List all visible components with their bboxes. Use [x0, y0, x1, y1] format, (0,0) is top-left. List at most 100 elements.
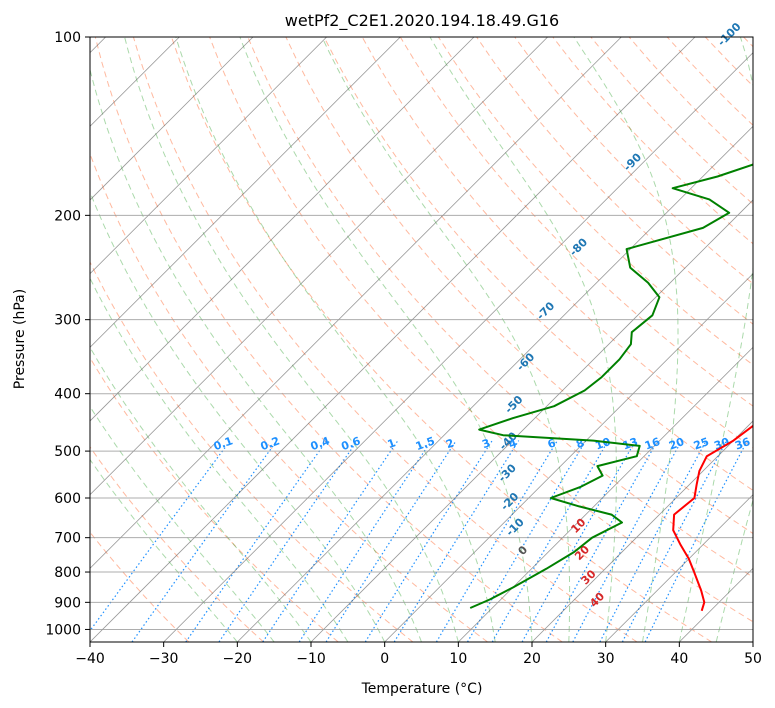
dewpoint-profile [469, 163, 753, 609]
mixing-ratio-label: 6 [546, 436, 558, 451]
temperature-profile [672, 424, 753, 612]
y-tick-label: 500 [54, 444, 81, 460]
dry-adiabat [476, 37, 753, 325]
x-tick-label: 50 [744, 651, 762, 667]
isotherm [163, 52, 753, 642]
y-tick-label: 300 [54, 313, 81, 329]
moist-adiabat [90, 405, 275, 642]
isotherm [90, 37, 401, 348]
mixing-ratio-line [262, 440, 399, 642]
x-axis-label: Temperature (°C) [361, 681, 483, 697]
mixing-ratio-line [572, 440, 683, 642]
mixing-ratio-label: 1.5 [414, 434, 437, 453]
isotherm [90, 37, 254, 201]
moist-adiabat [573, 37, 679, 642]
moist-adiabat [239, 37, 533, 642]
moist-adiabat [429, 37, 617, 642]
mixing-ratio-label: 0.6 [340, 434, 363, 453]
isotherm [384, 273, 753, 642]
y-tick-label: 400 [54, 387, 81, 403]
mixing-ratio-label: 30 [712, 435, 731, 453]
isotherm [605, 494, 753, 642]
profile-series [469, 163, 753, 612]
mixing-ratio-label: 16 [643, 435, 662, 453]
x-tick-label: 20 [523, 651, 541, 667]
x-tick-label: −10 [296, 651, 326, 667]
moist-adiabat [124, 37, 459, 642]
dry-adiabat [132, 37, 638, 642]
mixing-ratio-line [298, 440, 432, 642]
dry-adiabat [90, 356, 339, 642]
plot-frame [89, 36, 754, 643]
mixing-ratio-line [545, 440, 659, 642]
mixing-ratio-line [435, 440, 558, 642]
x-tick-label: 30 [597, 651, 615, 667]
dry-adiabat [90, 260, 414, 642]
y-tick-label: 100 [54, 30, 81, 46]
y-tick-label: 200 [54, 208, 81, 224]
background-lines [90, 37, 753, 642]
mixing-ratio-label: 2 [444, 436, 456, 451]
x-tick-label: −40 [75, 651, 105, 667]
mixing-ratio-label: 0.1 [212, 434, 235, 453]
mixing-ratio-label: 13 [621, 435, 640, 452]
y-tick-label: 600 [54, 491, 81, 507]
x-tick-label: −30 [149, 651, 179, 667]
mixing-ratio-line [644, 440, 748, 642]
dry-adiabat [285, 37, 753, 535]
mixing-ratio-label: 10 [593, 435, 612, 453]
mixing-ratio-label: 0.4 [309, 434, 332, 453]
moist-adiabat [715, 498, 753, 642]
x-tick-label: 10 [449, 651, 467, 667]
mixing-ratio-line [185, 440, 328, 642]
mixing-ratio-label: 8 [574, 436, 586, 451]
isotherm [531, 420, 753, 642]
mixing-ratio-line [90, 440, 231, 632]
mixing-ratio-line [131, 440, 278, 642]
mixing-ratio-label: 0.2 [259, 434, 282, 453]
mixing-ratio-label: 1 [386, 436, 398, 451]
mixing-ratio-label: 4 [507, 436, 519, 451]
chart-title: wetPf2_C2E1.2020.194.18.49.G16 [285, 11, 559, 31]
isotherm [90, 37, 475, 422]
x-tick-label: 40 [670, 651, 688, 667]
moist-adiabat [90, 67, 422, 642]
dry-adiabat [94, 37, 563, 642]
isotherm [90, 37, 327, 275]
axis-ticks: −40 −30 −20 −10 0 10 20 30 40 5010020030040050060… [45, 30, 762, 667]
mixing-ratio-line [325, 440, 457, 642]
dry-adiabat [209, 37, 753, 623]
y-tick-label: 1000 [45, 622, 81, 638]
dry-adiabat [90, 446, 264, 642]
dry-adiabat [323, 37, 753, 491]
isotherm [90, 37, 622, 569]
dry-adiabat [247, 37, 753, 578]
mixing-ratio-label: 25 [692, 435, 711, 452]
y-tick-label: 700 [54, 531, 81, 547]
moist-adiabat [321, 37, 571, 642]
moist-adiabat [90, 458, 238, 642]
y-axis-label: Pressure (hPa) [12, 289, 28, 389]
moist-adiabat [90, 277, 349, 642]
dry-adiabat [514, 37, 753, 285]
mixing-ratio-line [466, 440, 587, 642]
mixing-ratio-label: 3 [480, 436, 492, 451]
isotherm [90, 37, 548, 496]
isotherm [237, 125, 753, 642]
mixing-ratio-line [364, 440, 493, 642]
mixing-ratio-label: 36 [733, 435, 752, 453]
isotherm [90, 37, 696, 642]
x-tick-label: −20 [223, 651, 253, 667]
mixing-ratio-line [521, 440, 637, 642]
moist-adiabat [90, 190, 386, 642]
isotherm [458, 346, 753, 642]
x-tick-label: 0 [380, 651, 389, 667]
y-tick-label: 800 [54, 565, 81, 581]
mixing-ratio-line [491, 440, 609, 642]
isotherm [310, 199, 753, 642]
mixing-ratio-label: 20 [667, 435, 686, 453]
dry-adiabat [171, 37, 712, 642]
moist-adiabat [678, 37, 753, 642]
